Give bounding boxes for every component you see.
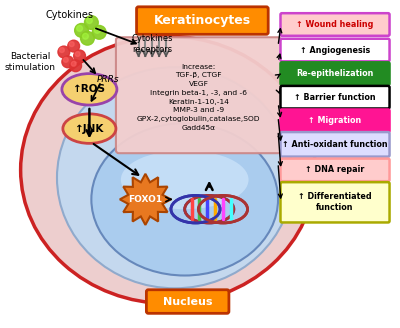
Ellipse shape: [63, 114, 116, 143]
Circle shape: [69, 42, 74, 47]
Circle shape: [71, 61, 76, 66]
Ellipse shape: [121, 150, 248, 209]
Text: Nucleus: Nucleus: [163, 297, 212, 307]
FancyBboxPatch shape: [280, 13, 390, 36]
Circle shape: [80, 31, 94, 45]
Ellipse shape: [91, 123, 278, 276]
FancyBboxPatch shape: [280, 110, 390, 132]
Circle shape: [92, 26, 106, 39]
FancyBboxPatch shape: [280, 62, 390, 85]
Ellipse shape: [62, 73, 117, 105]
Text: ↑ROS: ↑ROS: [73, 84, 106, 94]
Text: ↑ Migration: ↑ Migration: [308, 116, 362, 125]
Text: Cytokines: Cytokines: [46, 10, 94, 20]
Circle shape: [74, 50, 86, 62]
Text: ↑JNK: ↑JNK: [75, 124, 104, 133]
Text: ↑ Wound healing: ↑ Wound healing: [296, 20, 374, 29]
FancyBboxPatch shape: [280, 132, 390, 157]
Text: ↑ Angiogenesis: ↑ Angiogenesis: [300, 46, 370, 54]
Circle shape: [77, 26, 82, 31]
Circle shape: [94, 28, 100, 33]
Circle shape: [82, 33, 88, 39]
FancyBboxPatch shape: [146, 290, 229, 313]
Circle shape: [63, 57, 68, 62]
Ellipse shape: [21, 36, 315, 303]
Text: Keratinocytes: Keratinocytes: [154, 14, 251, 27]
FancyBboxPatch shape: [116, 37, 281, 153]
FancyBboxPatch shape: [280, 182, 390, 222]
Text: ↑ Barrier function: ↑ Barrier function: [294, 93, 376, 102]
FancyBboxPatch shape: [280, 159, 390, 181]
Text: ↑ Differentiated
function: ↑ Differentiated function: [298, 192, 372, 212]
Circle shape: [62, 56, 74, 68]
Circle shape: [75, 24, 88, 37]
FancyBboxPatch shape: [136, 7, 268, 34]
Circle shape: [70, 60, 82, 72]
Circle shape: [60, 48, 64, 52]
Circle shape: [68, 40, 80, 52]
Text: Cytokines
receptors: Cytokines receptors: [132, 34, 173, 54]
Circle shape: [86, 18, 92, 24]
Text: ↑ Anti-oxidant function: ↑ Anti-oxidant function: [282, 140, 388, 149]
Circle shape: [58, 46, 70, 58]
Text: FOXO1: FOXO1: [128, 195, 162, 204]
Polygon shape: [120, 174, 171, 225]
Circle shape: [75, 51, 80, 56]
FancyBboxPatch shape: [280, 86, 390, 109]
FancyBboxPatch shape: [280, 39, 390, 61]
Ellipse shape: [57, 67, 293, 288]
Text: Bacterial
stimulation: Bacterial stimulation: [5, 52, 56, 72]
Text: PRRs: PRRs: [96, 75, 119, 84]
Text: Increase:
TGF-β, CTGF
VEGF
Integrin beta-1, -3, and -6
Keratin-1-10,-14
MMP-3 an: Increase: TGF-β, CTGF VEGF Integrin beta…: [137, 64, 260, 131]
Text: ↑ DNA repair: ↑ DNA repair: [305, 165, 365, 174]
Circle shape: [84, 16, 98, 30]
Text: Re-epithelization: Re-epithelization: [296, 69, 374, 78]
